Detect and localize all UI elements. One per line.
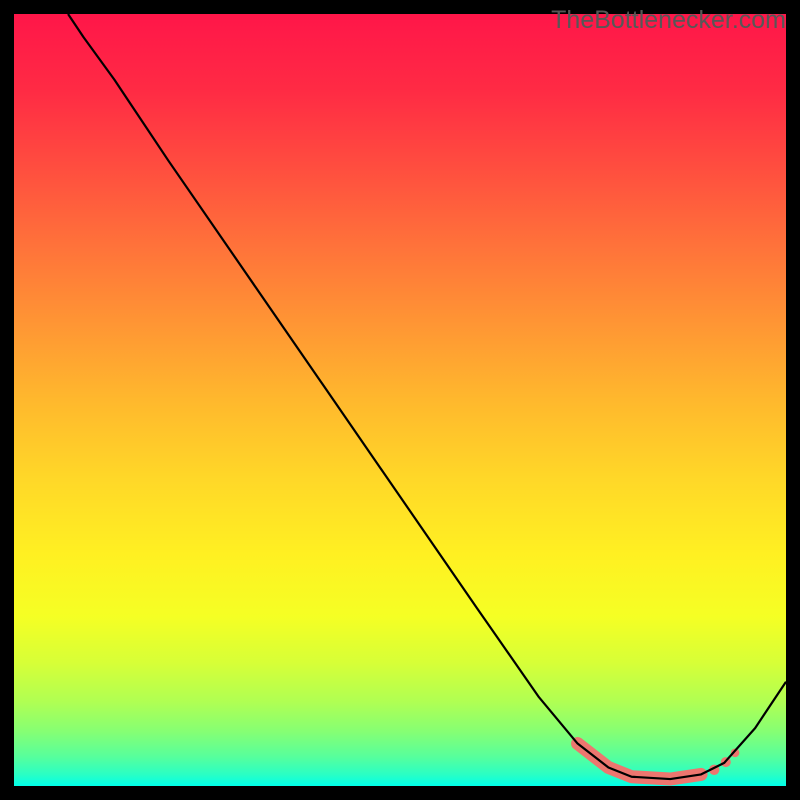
plot-background xyxy=(14,14,786,786)
bottleneck-curve-chart xyxy=(0,0,800,800)
chart-stage: TheBottlenecker.com xyxy=(0,0,800,800)
watermark-text: TheBottlenecker.com xyxy=(551,6,786,35)
